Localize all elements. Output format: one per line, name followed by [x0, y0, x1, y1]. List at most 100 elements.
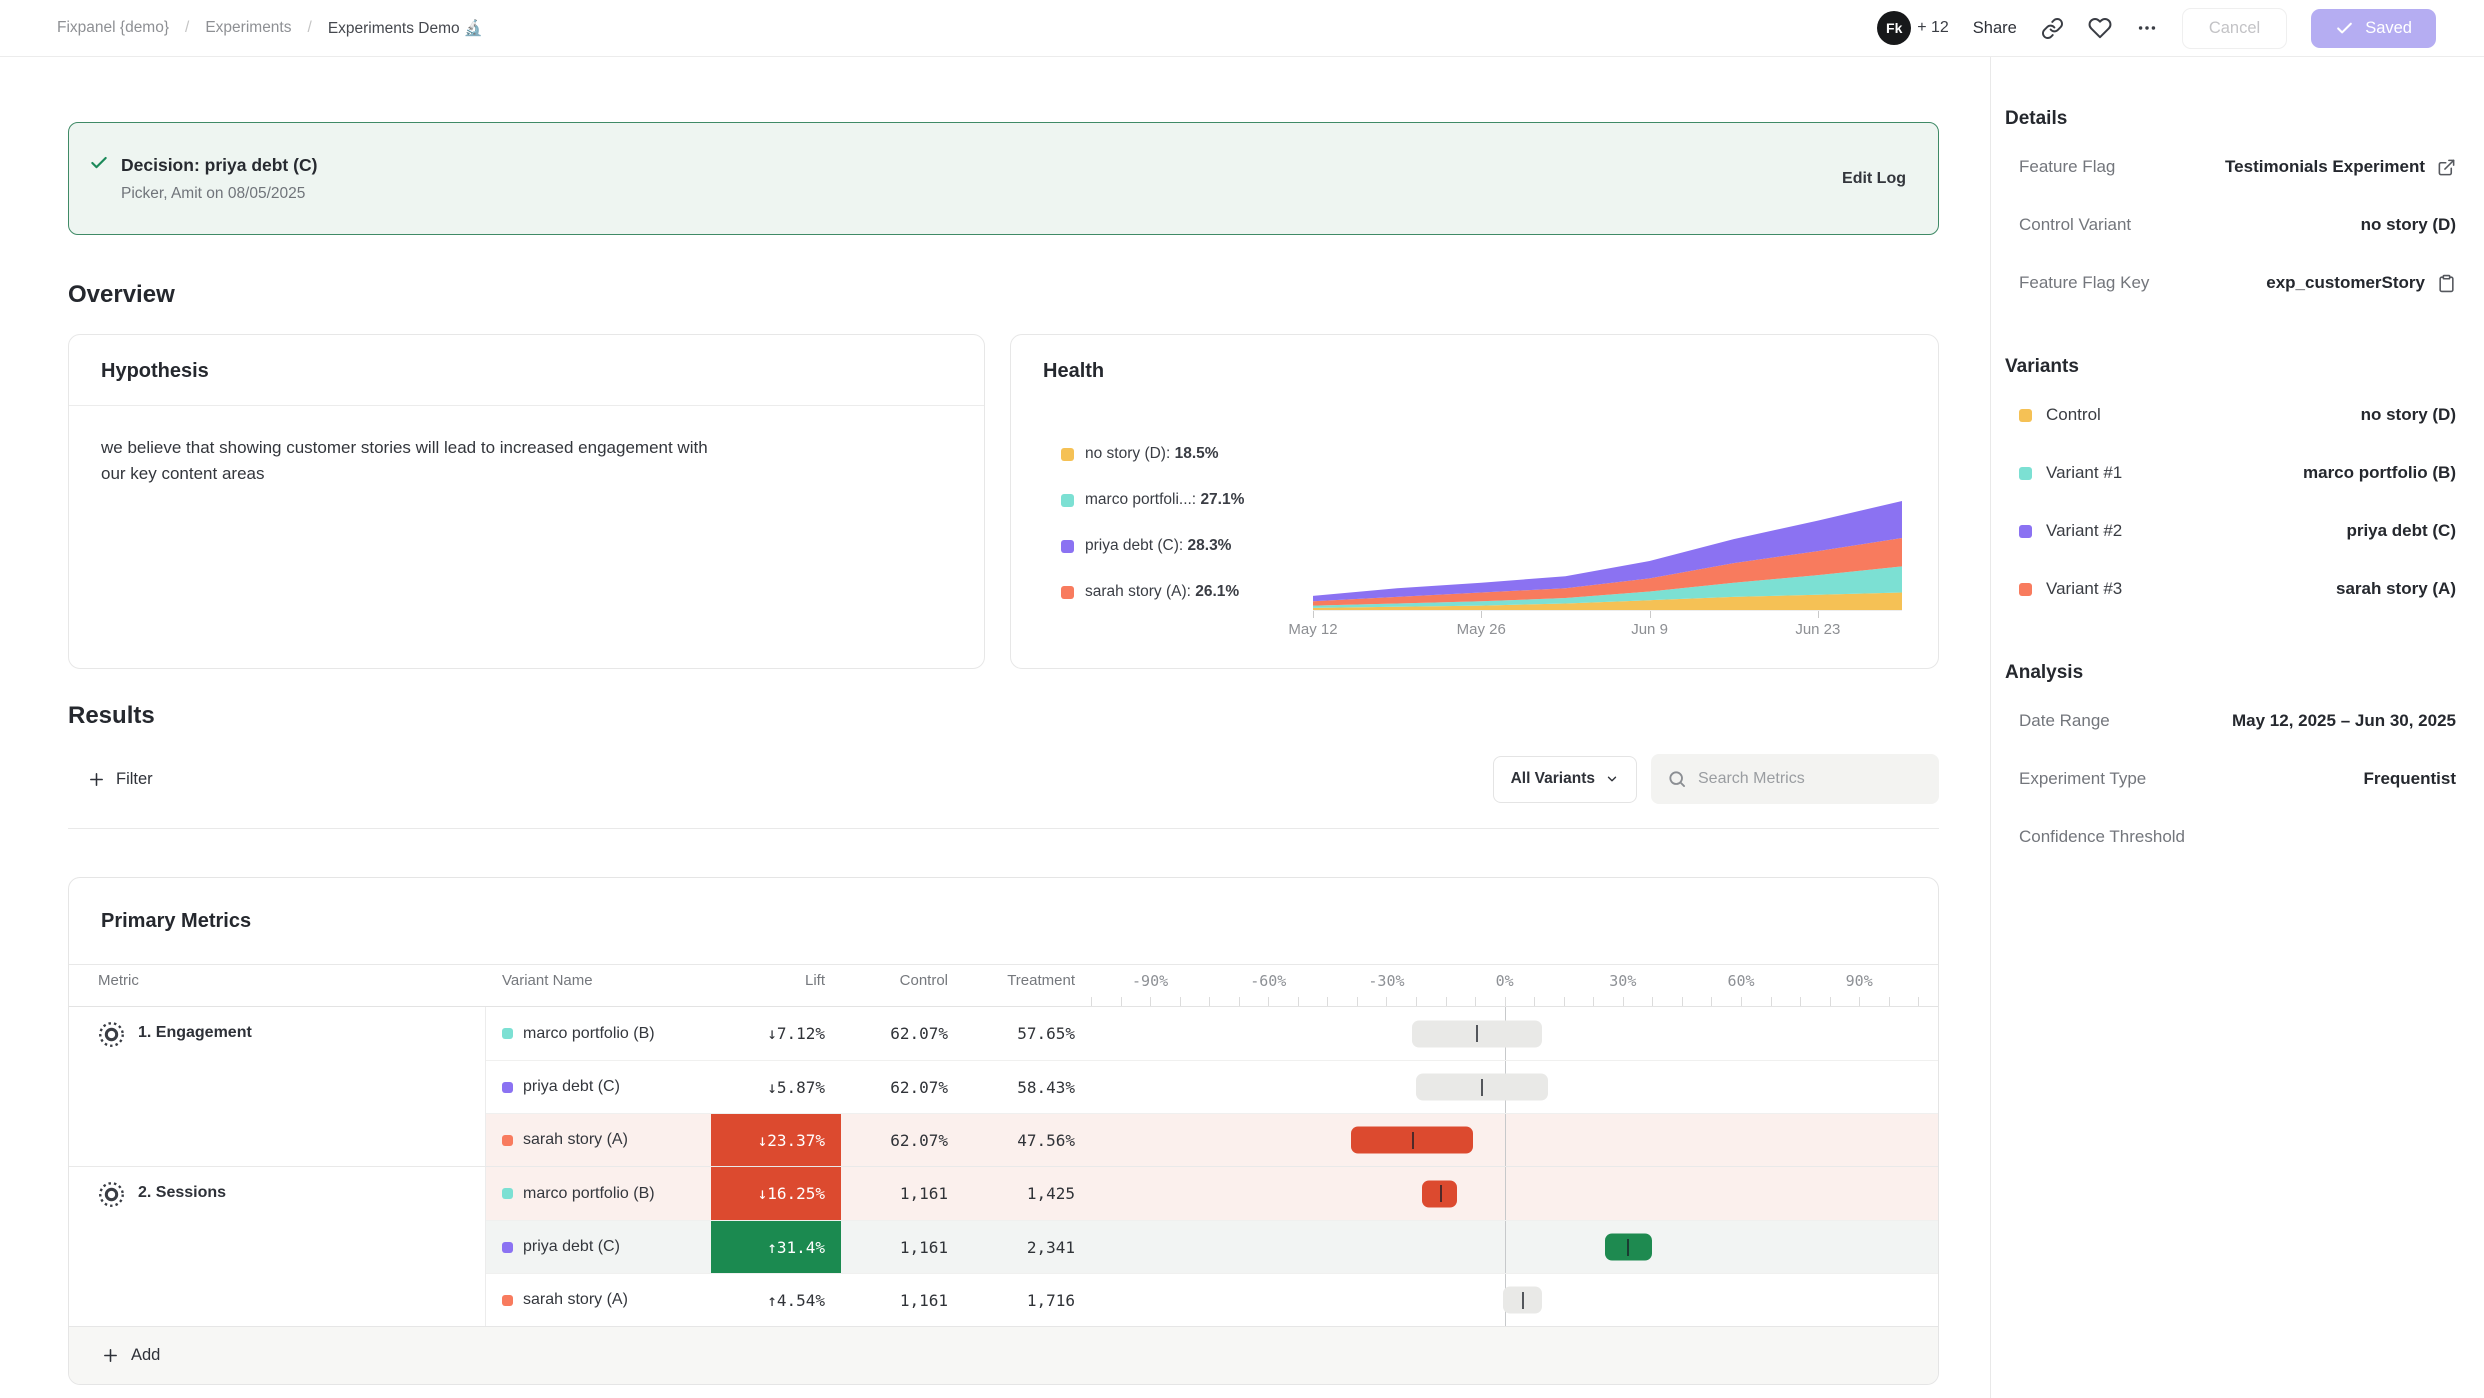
search-metrics-input[interactable] — [1698, 770, 1923, 788]
results-toolbar: Filter All Variants — [68, 754, 1939, 804]
axis-minor-tick — [1741, 997, 1743, 1006]
axis-ruler — [1091, 997, 1938, 1006]
saved-button[interactable]: Saved — [2311, 8, 2436, 48]
metric-target-icon — [99, 1182, 124, 1207]
variant-value: marco portfolio (B) — [2303, 463, 2456, 482]
axis-minor-tick — [1563, 997, 1565, 1006]
axis-tick-label: 90% — [1845, 972, 1873, 990]
column-header-metric: Metric — [98, 972, 139, 989]
confidence-threshold-label: Confidence Threshold — [2019, 827, 2186, 846]
decision-check-icon — [89, 153, 109, 178]
axis-minor-tick — [1534, 997, 1536, 1006]
decision-text: Decision: priya debt (C) Picker, Amit on… — [121, 155, 317, 203]
axis-tick-label: -60% — [1250, 972, 1287, 990]
legend-swatch — [1061, 447, 1074, 461]
copy-icon[interactable] — [2437, 274, 2456, 293]
variant-label: Variant #1 — [2046, 463, 2123, 482]
axis-tick-label: 30% — [1609, 972, 1637, 990]
variant-label: Variant #3 — [2046, 579, 2123, 598]
confidence-interval-bar[interactable] — [1421, 1180, 1458, 1207]
health-x-axis: May 12 May 26 Jun 9 Jun 23 — [1288, 611, 1902, 645]
lift-point-tick — [1480, 1078, 1483, 1096]
metric-cell[interactable]: 1. Engagement — [69, 1007, 486, 1166]
feature-flag-value[interactable]: Testimonials Experiment — [2225, 157, 2425, 176]
variant-swatch — [2019, 408, 2032, 422]
axis-minor-tick — [1297, 997, 1299, 1006]
plus-icon — [90, 772, 103, 786]
favorite-heart-icon[interactable] — [2088, 16, 2112, 40]
x-axis-label: Jun 9 — [1631, 621, 1668, 638]
metric-cell[interactable]: 2. Sessions — [69, 1167, 486, 1326]
breadcrumb-separator: / — [185, 19, 190, 36]
add-metric-button[interactable]: Add — [69, 1326, 1938, 1384]
x-axis-label: Jun 23 — [1795, 621, 1841, 638]
metric-variant-row[interactable]: marco portfolio (B) ↓7.12% 62.07% 57.65% — [486, 1007, 1938, 1060]
axis-minor-tick — [1681, 997, 1683, 1006]
more-options-icon[interactable] — [2136, 17, 2158, 39]
copy-link-icon[interactable] — [2041, 17, 2064, 40]
external-link-icon[interactable] — [2437, 158, 2456, 177]
variant-name-cell: priya debt (C) — [486, 1061, 711, 1113]
metric-rows: marco portfolio (B) ↓16.25% 1,161 1,425 priy… — [486, 1167, 1938, 1326]
collaborators-group[interactable]: Fk + 12 — [1877, 11, 1949, 45]
health-legend: no story (D): 18.5% marco portfoli...: 27… — [1061, 405, 1313, 645]
lift-point-tick — [1475, 1025, 1478, 1042]
column-header-treatment: Treatment — [1007, 972, 1075, 989]
health-legend-item[interactable]: priya debt (C): 28.3% — [1061, 537, 1313, 555]
results-divider — [68, 828, 1939, 829]
x-axis-tick — [1313, 611, 1314, 618]
confidence-interval-bar[interactable] — [1351, 1126, 1474, 1154]
pm-table-body: 1. Engagement marco portfolio (B) ↓7.12% 62… — [69, 1007, 1938, 1326]
metric-variant-row[interactable]: priya debt (C) ↓5.87% 62.07% 58.43% — [486, 1060, 1938, 1113]
topbar-actions: Fk + 12 Share Cancel Saved — [1877, 7, 2436, 49]
confidence-threshold-row: Confidence Threshold — [2019, 808, 2456, 866]
variants-dropdown[interactable]: All Variants — [1492, 755, 1637, 803]
metric-variant-row[interactable]: marco portfolio (B) ↓16.25% 1,161 1,425 — [486, 1167, 1938, 1220]
control-variant-label: Control Variant — [2019, 215, 2132, 234]
axis-minor-tick — [1593, 997, 1595, 1006]
confidence-interval-cell — [1091, 1167, 1938, 1220]
health-card: Health no story (D): 18.5% marco portfoli… — [1010, 334, 1939, 669]
metric-variant-row[interactable]: sarah story (A) ↓23.37% 62.07% 47.56% — [486, 1113, 1938, 1166]
metric-group: 2. Sessions marco portfolio (B) ↓16.25% 1,1… — [69, 1166, 1938, 1326]
lift-value-cell: ↓23.37% — [711, 1114, 841, 1166]
overview-heading: Overview — [68, 281, 175, 308]
variant-row-3: Variant #3 sarah story (A) — [2019, 560, 2456, 618]
breadcrumb-project[interactable]: Fixpanel {demo} — [57, 19, 170, 36]
health-legend-item[interactable]: sarah story (A): 26.1% — [1061, 583, 1313, 601]
x-axis-label: May 12 — [1288, 621, 1338, 638]
workspace-avatar[interactable]: Fk — [1877, 11, 1912, 45]
confidence-interval-bar[interactable] — [1605, 1233, 1653, 1261]
confidence-interval-bar[interactable] — [1502, 1286, 1543, 1314]
cancel-button[interactable]: Cancel — [2181, 7, 2288, 49]
breadcrumb-experiments[interactable]: Experiments — [205, 19, 292, 36]
treatment-value-cell: 57.65% — [1017, 1024, 1075, 1043]
treatment-value-cell: 1,716 — [1026, 1290, 1075, 1310]
breadcrumb: Fixpanel {demo} / Experiments / Experime… — [57, 19, 483, 38]
health-legend-item[interactable]: no story (D): 18.5% — [1061, 445, 1313, 463]
variant-name-cell: marco portfolio (B) — [486, 1007, 711, 1060]
confidence-interval-cell — [1091, 1007, 1938, 1060]
add-filter-button[interactable]: Filter — [88, 770, 153, 789]
zero-baseline — [1504, 1221, 1506, 1273]
search-icon — [1669, 771, 1685, 787]
metric-variant-row[interactable]: priya debt (C) ↑31.4% 1,161 2,341 — [486, 1220, 1938, 1273]
confidence-interval-bar[interactable] — [1412, 1020, 1543, 1047]
search-metrics-box — [1651, 754, 1939, 804]
lift-value-cell: ↑31.4% — [711, 1221, 841, 1273]
share-button[interactable]: Share — [1972, 18, 2017, 37]
axis-minor-tick — [1445, 997, 1447, 1006]
lift-value-cell: ↓16.25% — [711, 1167, 841, 1220]
variant-name: sarah story (A) — [523, 1291, 628, 1308]
treatment-value-cell: 47.56% — [1017, 1130, 1075, 1150]
metric-variant-row[interactable]: sarah story (A) ↑4.54% 1,161 1,716 — [486, 1273, 1938, 1326]
confidence-interval-bar[interactable] — [1416, 1073, 1548, 1101]
column-header-lift: Lift — [804, 972, 825, 989]
decision-banner: Decision: priya debt (C) Picker, Amit on… — [68, 122, 1939, 235]
feature-flag-row: Feature Flag Testimonials Experiment — [2019, 138, 2456, 196]
health-legend-item[interactable]: marco portfoli...: 27.1% — [1061, 491, 1313, 509]
axis-minor-tick — [1120, 997, 1122, 1006]
variant-value: no story (D) — [2360, 405, 2456, 424]
edit-log-button[interactable]: Edit Log — [1842, 169, 1906, 187]
